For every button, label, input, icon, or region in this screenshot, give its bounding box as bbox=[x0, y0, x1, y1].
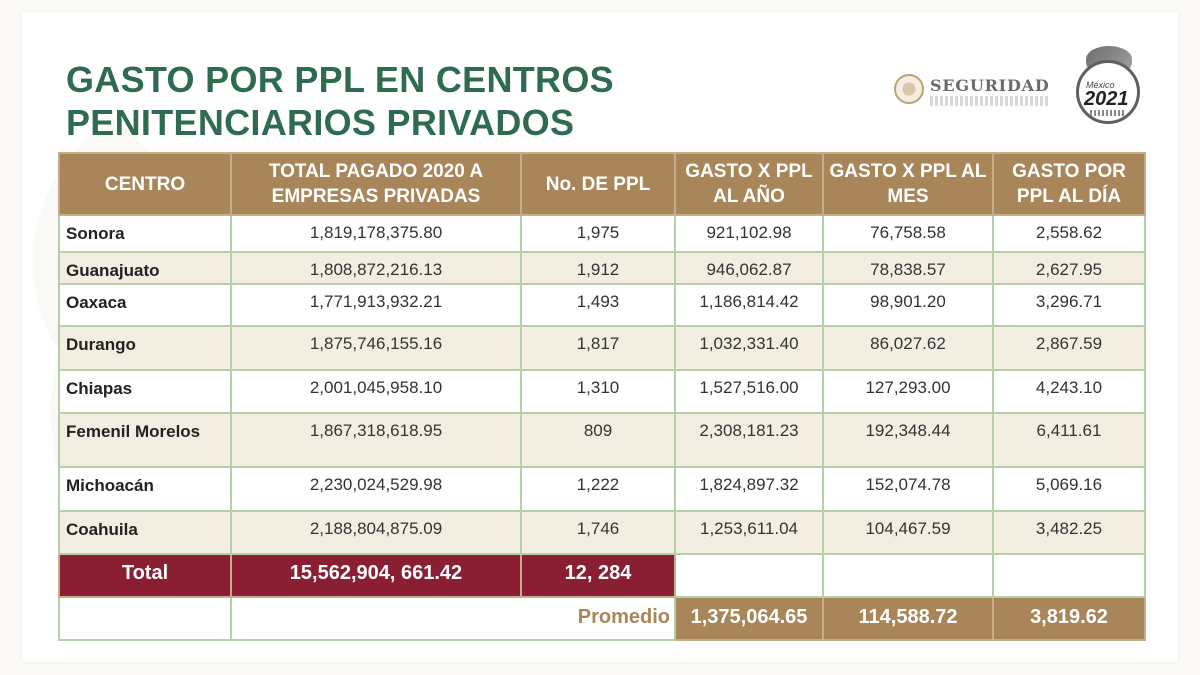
table-row: Guanajuato 1,808,872,216.13 1,912 946,06… bbox=[58, 251, 1146, 285]
cell-mes: 86,027.62 bbox=[822, 325, 994, 371]
table-header-row: CENTRO TOTAL PAGADO 2020 A EMPRESAS PRIV… bbox=[58, 152, 1146, 216]
cell-ppl: 1,493 bbox=[520, 283, 676, 327]
cell-ppl: 809 bbox=[520, 412, 676, 468]
table-row: Chiapas 2,001,045,958.10 1,310 1,527,516… bbox=[58, 369, 1146, 414]
cell-mes: 76,758.58 bbox=[822, 214, 994, 253]
cell-total: 2,001,045,958.10 bbox=[230, 369, 522, 414]
seguridad-logo: SEGURIDAD bbox=[894, 72, 1064, 112]
header-gasto-dia: GASTO POR PPL AL DÍA bbox=[992, 152, 1146, 216]
table-row: Sonora 1,819,178,375.80 1,975 921,102.98… bbox=[58, 214, 1146, 253]
expense-table: CENTRO TOTAL PAGADO 2020 A EMPRESAS PRIV… bbox=[58, 152, 1146, 641]
cell-anio: 1,824,897.32 bbox=[674, 466, 824, 512]
cell-total: 1,867,318,618.95 bbox=[230, 412, 522, 468]
promedio-anio: 1,375,064.65 bbox=[674, 596, 824, 641]
cell-centro: Coahuila bbox=[58, 510, 232, 555]
header-total-pagado: TOTAL PAGADO 2020 A EMPRESAS PRIVADAS bbox=[230, 152, 522, 216]
header-no-ppl: No. DE PPL bbox=[520, 152, 676, 216]
promedio-dia: 3,819.62 bbox=[992, 596, 1146, 641]
table-row: Michoacán 2,230,024,529.98 1,222 1,824,8… bbox=[58, 466, 1146, 512]
slide-title: GASTO POR PPL EN CENTROS PENITENCIARIOS … bbox=[66, 58, 614, 144]
cell-total: 1,771,913,932.21 bbox=[230, 283, 522, 327]
total-row: Total 15,562,904, 661.42 12, 284 bbox=[58, 553, 1146, 598]
cell-anio: 1,186,814.42 bbox=[674, 283, 824, 327]
total-ppl: 12, 284 bbox=[520, 553, 676, 598]
cell-total: 2,230,024,529.98 bbox=[230, 466, 522, 512]
cell-total: 1,808,872,216.13 bbox=[230, 251, 522, 285]
promedio-row: Promedio 1,375,064.65 114,588.72 3,819.6… bbox=[58, 596, 1146, 641]
table-row: Durango 1,875,746,155.16 1,817 1,032,331… bbox=[58, 325, 1146, 371]
badge-year: 2021 bbox=[1084, 88, 1129, 110]
cell-centro: Chiapas bbox=[58, 369, 232, 414]
table-row: Oaxaca 1,771,913,932.21 1,493 1,186,814.… bbox=[58, 283, 1146, 327]
cell-ppl: 1,222 bbox=[520, 466, 676, 512]
cell-ppl: 1,746 bbox=[520, 510, 676, 555]
cell-centro: Oaxaca bbox=[58, 283, 232, 327]
promedio-empty-cell bbox=[58, 596, 231, 641]
badge-caption-line bbox=[1090, 110, 1126, 116]
total-empty-cell bbox=[992, 553, 1146, 598]
cell-mes: 127,293.00 bbox=[822, 369, 994, 414]
cell-centro: Michoacán bbox=[58, 466, 232, 512]
total-label: Total bbox=[58, 553, 232, 598]
cell-dia: 5,069.16 bbox=[992, 466, 1146, 512]
promedio-label: Promedio bbox=[230, 596, 676, 641]
cell-mes: 78,838.57 bbox=[822, 251, 994, 285]
cell-ppl: 1,310 bbox=[520, 369, 676, 414]
table-row: Femenil Morelos 1,867,318,618.95 809 2,3… bbox=[58, 412, 1146, 468]
header-centro: CENTRO bbox=[58, 152, 232, 216]
header-gasto-anio: GASTO X PPL AL AÑO bbox=[674, 152, 824, 216]
cell-dia: 3,482.25 bbox=[992, 510, 1146, 555]
seguridad-logo-text: SEGURIDAD bbox=[930, 76, 1050, 95]
promedio-mes: 114,588.72 bbox=[822, 596, 994, 641]
total-amount: 15,562,904, 661.42 bbox=[230, 553, 522, 598]
cell-dia: 4,243.10 bbox=[992, 369, 1146, 414]
cell-mes: 104,467.59 bbox=[822, 510, 994, 555]
cell-dia: 2,627.95 bbox=[992, 251, 1146, 285]
cell-dia: 2,558.62 bbox=[992, 214, 1146, 253]
cell-ppl: 1,912 bbox=[520, 251, 676, 285]
header-gasto-mes: GASTO X PPL AL MES bbox=[822, 152, 994, 216]
mexico-2021-badge: México 2021 bbox=[1074, 46, 1144, 128]
cell-mes: 98,901.20 bbox=[822, 283, 994, 327]
cell-centro: Guanajuato bbox=[58, 251, 232, 285]
cell-anio: 1,527,516.00 bbox=[674, 369, 824, 414]
cell-dia: 2,867.59 bbox=[992, 325, 1146, 371]
cell-centro: Durango bbox=[58, 325, 232, 371]
cell-anio: 1,253,611.04 bbox=[674, 510, 824, 555]
cell-total: 2,188,804,875.09 bbox=[230, 510, 522, 555]
seguridad-subtitle-line bbox=[930, 96, 1050, 106]
cell-dia: 6,411.61 bbox=[992, 412, 1146, 468]
cell-mes: 152,074.78 bbox=[822, 466, 994, 512]
cell-total: 1,875,746,155.16 bbox=[230, 325, 522, 371]
cell-anio: 921,102.98 bbox=[674, 214, 824, 253]
coat-of-arms-icon bbox=[894, 74, 924, 104]
title-line-2: PENITENCIARIOS PRIVADOS bbox=[66, 102, 575, 143]
cell-mes: 192,348.44 bbox=[822, 412, 994, 468]
cell-centro: Sonora bbox=[58, 214, 232, 253]
cell-anio: 2,308,181.23 bbox=[674, 412, 824, 468]
total-empty-cell bbox=[674, 553, 824, 598]
cell-centro: Femenil Morelos bbox=[58, 412, 232, 468]
table-row: Coahuila 2,188,804,875.09 1,746 1,253,61… bbox=[58, 510, 1146, 555]
cell-ppl: 1,975 bbox=[520, 214, 676, 253]
cell-dia: 3,296.71 bbox=[992, 283, 1146, 327]
cell-ppl: 1,817 bbox=[520, 325, 676, 371]
cell-total: 1,819,178,375.80 bbox=[230, 214, 522, 253]
badge-country: México bbox=[1086, 80, 1115, 90]
title-line-1: GASTO POR PPL EN CENTROS bbox=[66, 59, 614, 100]
cell-anio: 946,062.87 bbox=[674, 251, 824, 285]
total-empty-cell bbox=[822, 553, 994, 598]
cell-anio: 1,032,331.40 bbox=[674, 325, 824, 371]
